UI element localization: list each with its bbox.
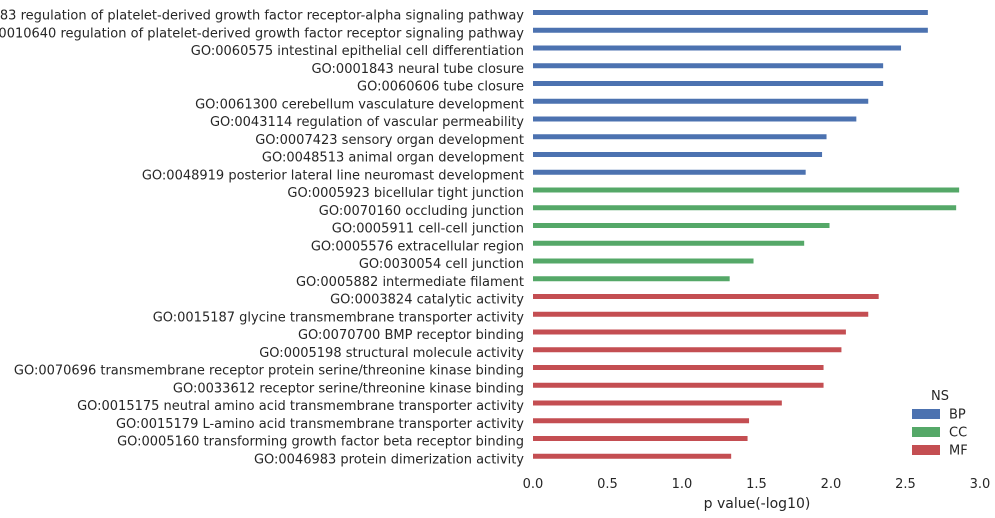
x-tick-label: 2.5 xyxy=(895,477,916,492)
bar-mf xyxy=(533,294,879,299)
bar-cc xyxy=(533,205,957,211)
x-tick-label: 1.5 xyxy=(746,477,767,492)
bar-cc xyxy=(533,276,730,282)
category-label: GO:0007423 sensory organ development xyxy=(255,133,524,148)
legend: NS BP CC MF xyxy=(912,389,968,459)
category-labels: GO:2000583 regulation of platelet-derive… xyxy=(0,9,524,468)
x-tick-label: 3.0 xyxy=(970,477,991,492)
bar-cc xyxy=(533,240,805,246)
bar-mf xyxy=(533,453,732,459)
category-label: GO:0015175 neutral amino acid transmembr… xyxy=(77,399,524,414)
bar-bp xyxy=(533,81,884,86)
category-label: GO:0005160 transforming growth factor be… xyxy=(117,435,524,450)
bar-bp xyxy=(533,116,857,122)
category-label: GO:0005882 intermediate filament xyxy=(296,275,524,290)
category-label: GO:0010640 regulation of platelet-derive… xyxy=(0,26,524,41)
bar-mf xyxy=(533,365,824,370)
category-label: GO:0005576 extracellular region xyxy=(311,239,524,254)
x-tick-label: 0.5 xyxy=(597,477,618,492)
category-label: GO:0015179 L-amino acid transmembrane tr… xyxy=(116,417,524,432)
legend-swatch-bp xyxy=(912,409,940,419)
category-label: GO:0070700 BMP receptor binding xyxy=(298,328,524,343)
bar-mf xyxy=(533,418,750,424)
bar-bp xyxy=(533,63,884,69)
bar-bp xyxy=(533,10,928,15)
bar-mf xyxy=(533,400,782,406)
bar-cc xyxy=(533,187,960,193)
legend-swatch-mf xyxy=(912,445,940,455)
bar-mf xyxy=(533,382,824,388)
category-label: GO:0070696 transmembrane receptor protei… xyxy=(14,364,524,379)
category-label: GO:0048513 animal organ development xyxy=(262,151,524,166)
category-label: GO:0005923 bicellular tight junction xyxy=(287,186,524,201)
x-tick-labels: 0.0 0.5 1.0 1.5 2.0 2.5 3.0 xyxy=(523,477,991,492)
bar-bp xyxy=(533,45,902,51)
category-label: GO:0060606 tube closure xyxy=(357,80,524,95)
bar-bp xyxy=(533,27,928,33)
category-label: GO:0046983 protein dimerization activity xyxy=(254,452,524,467)
x-tick-label: 1.0 xyxy=(672,477,693,492)
bar-cc xyxy=(533,258,754,264)
bar-mf xyxy=(533,311,869,317)
category-label: GO:0005911 cell-cell junction xyxy=(332,222,524,237)
bar-mf xyxy=(533,436,748,441)
bar-bp xyxy=(533,98,869,104)
bars xyxy=(533,10,960,459)
bar-bp xyxy=(533,134,827,140)
x-tick-label: 2.0 xyxy=(821,477,842,492)
legend-label-bp: BP xyxy=(949,408,966,423)
bar-mf xyxy=(533,329,846,335)
legend-swatch-cc xyxy=(912,427,940,437)
category-label: GO:0001843 neural tube closure xyxy=(311,62,524,77)
bar-bp xyxy=(533,152,823,157)
category-label: GO:2000583 regulation of platelet-derive… xyxy=(0,9,524,24)
x-tick-label: 0.0 xyxy=(523,477,544,492)
category-label: GO:0003824 catalytic activity xyxy=(330,293,524,308)
category-label: GO:0070160 occluding junction xyxy=(319,204,524,219)
legend-label-mf: MF xyxy=(949,444,968,459)
category-label: GO:0033612 receptor serine/threonine kin… xyxy=(173,381,524,396)
category-label: GO:0030054 cell junction xyxy=(359,257,524,272)
legend-title: NS xyxy=(931,389,949,404)
bar-cc xyxy=(533,223,830,228)
category-label: GO:0043114 regulation of vascular permea… xyxy=(210,115,524,130)
category-label: GO:0015187 glycine transmembrane transpo… xyxy=(153,310,525,325)
category-label: GO:0061300 cerebellum vasculature develo… xyxy=(195,97,524,112)
category-label: GO:0060575 intestinal epithelial cell di… xyxy=(191,44,524,59)
category-label: GO:0048919 posterior lateral line neurom… xyxy=(142,168,524,183)
x-axis-title: p value(-log10) xyxy=(704,496,811,512)
bar-bp xyxy=(533,169,806,175)
legend-entries: BP CC MF xyxy=(912,408,968,459)
legend-label-cc: CC xyxy=(949,426,967,441)
category-label: GO:0005198 structural molecule activity xyxy=(259,346,524,361)
bar-mf xyxy=(533,347,842,353)
